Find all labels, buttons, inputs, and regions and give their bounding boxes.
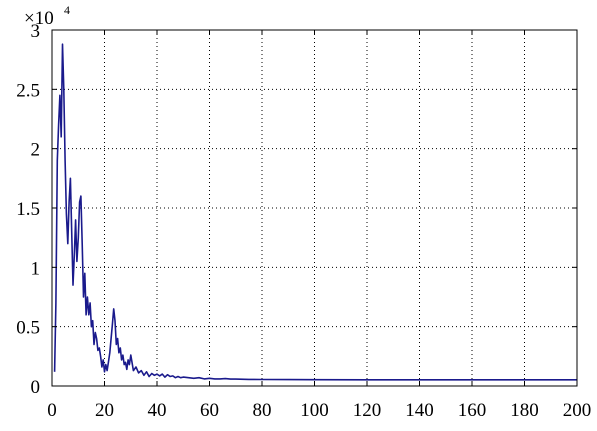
y-tick-label: 1.5 [16,199,40,220]
grid-lines [52,30,577,386]
x-tick-label: 60 [200,400,219,421]
y-exponent-label: ×10 [24,8,54,29]
x-tick-label: 160 [458,400,487,421]
series-lines [53,43,577,381]
x-tick-label: 140 [405,400,434,421]
x-tick-label: 180 [510,400,539,421]
y-tick-label: 0 [31,377,41,398]
x-tick-label: 100 [300,400,329,421]
tick-labels: 0 20 40 60 80 100 120 140 160 180 200 0 0.5 1 1.5 2 2.5 3 [16,21,591,421]
y-tick-label: 0.5 [16,318,40,339]
y-tick-label: 2.5 [16,80,40,101]
x-tick-label: 200 [563,400,592,421]
x-tick-label: 120 [353,400,382,421]
series-line [53,43,577,381]
axis-ticks [51,29,578,387]
y-exponent-power: 4 [64,3,70,17]
x-tick-label: 80 [253,400,272,421]
plot-frame [51,29,578,387]
x-tick-label: 40 [148,400,167,421]
x-tick-label: 20 [95,400,114,421]
y-tick-label: 1 [31,258,41,279]
x-tick-label: 0 [47,400,57,421]
y-tick-label: 2 [31,140,41,161]
y-tick-label: 3 [31,21,41,42]
